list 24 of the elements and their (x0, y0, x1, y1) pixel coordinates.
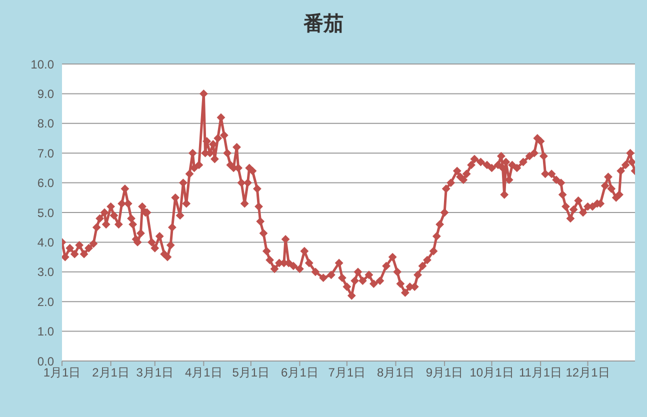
x-tick-label: 9月1日 (426, 366, 464, 380)
x-tick-label: 11月1日 (518, 366, 562, 380)
x-tick-label: 5月1日 (232, 366, 270, 380)
y-tick-label: 7.0 (37, 146, 54, 160)
y-tick-label: 5.0 (37, 206, 54, 220)
y-tick-label: 2.0 (37, 294, 54, 309)
x-tick-label: 12月1日 (566, 366, 610, 380)
x-tick-label: 8月1日 (377, 366, 414, 380)
x-tick-label: 10月1日 (470, 366, 514, 380)
y-tick-label: 0.0 (37, 354, 54, 368)
x-tick-label: 4月1日 (184, 366, 222, 380)
y-tick-label: 3.0 (37, 265, 54, 280)
y-tick-label: 10.0 (30, 57, 54, 72)
x-tick-label: 2月1日 (92, 366, 130, 380)
x-tick-label: 6月1日 (281, 366, 318, 380)
y-tick-label: 8.0 (37, 116, 54, 131)
chart-title: 番茄 (302, 12, 344, 37)
x-tick-label: 3月1日 (136, 366, 174, 380)
x-tick-label: 1月1日 (43, 366, 81, 380)
y-tick-label: 6.0 (37, 176, 54, 190)
y-tick-label: 4.0 (37, 235, 54, 250)
y-tick-label: 1.0 (37, 324, 54, 339)
y-tick-label: 9.0 (37, 86, 54, 101)
x-tick-label: 7月1日 (328, 366, 366, 380)
